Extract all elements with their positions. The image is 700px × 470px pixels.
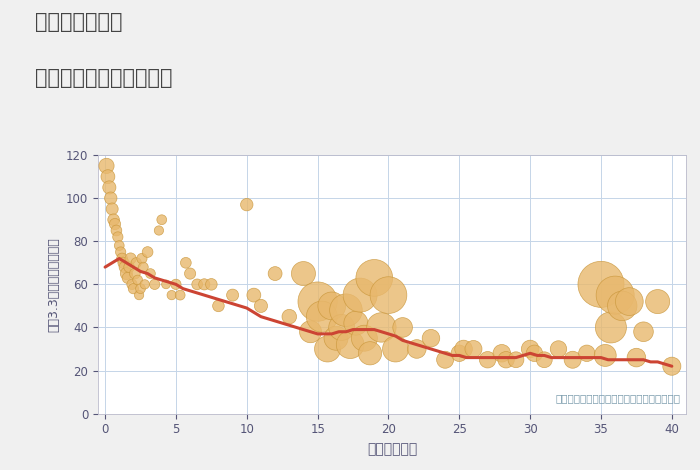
Point xyxy=(606,324,617,331)
Point xyxy=(116,255,127,262)
Point xyxy=(118,259,129,266)
Point xyxy=(139,281,150,288)
Point xyxy=(241,201,253,208)
Point xyxy=(104,184,115,191)
Point xyxy=(322,345,333,352)
Point xyxy=(528,350,540,357)
Point xyxy=(138,263,149,271)
Point xyxy=(440,356,451,363)
Point xyxy=(124,263,135,271)
Point xyxy=(340,306,351,314)
Point xyxy=(305,328,316,336)
Text: 兵庫県網干駅の: 兵庫県網干駅の xyxy=(35,12,122,32)
Point xyxy=(359,335,370,342)
Point xyxy=(581,350,592,357)
Point xyxy=(454,350,465,357)
Point xyxy=(458,345,469,352)
Point xyxy=(652,298,664,306)
Point xyxy=(160,281,172,288)
Point xyxy=(482,356,493,363)
Point xyxy=(524,345,536,352)
Point xyxy=(617,302,628,310)
Point xyxy=(109,220,120,228)
Point xyxy=(199,281,210,288)
Point xyxy=(135,285,146,292)
Point xyxy=(134,291,145,299)
Point xyxy=(284,313,295,321)
Y-axis label: 坪（3.3㎡）単価（万円）: 坪（3.3㎡）単価（万円） xyxy=(48,237,60,332)
Point xyxy=(496,350,507,357)
Point xyxy=(185,270,196,277)
Point xyxy=(553,345,564,352)
Point xyxy=(316,313,328,321)
Point xyxy=(153,227,164,234)
Text: 円の大きさは、取引のあった物件面積を示す: 円の大きさは、取引のあった物件面積を示す xyxy=(555,393,680,403)
Point xyxy=(170,281,181,288)
Point xyxy=(166,291,177,299)
Point xyxy=(344,341,356,348)
Point xyxy=(350,320,361,327)
Point xyxy=(426,335,437,342)
Point xyxy=(145,270,156,277)
Point xyxy=(136,255,148,262)
Point xyxy=(248,291,260,299)
Point xyxy=(312,298,323,306)
Point xyxy=(631,354,642,361)
Point xyxy=(610,291,621,299)
Point xyxy=(149,281,160,288)
Point xyxy=(142,248,153,256)
Point xyxy=(131,259,142,266)
X-axis label: 築年数（年）: 築年数（年） xyxy=(367,442,417,456)
Point xyxy=(397,324,408,331)
Text: 築年数別中古戸建て価格: 築年数別中古戸建て価格 xyxy=(35,68,172,88)
Point xyxy=(376,324,387,331)
Point xyxy=(106,205,118,213)
Point xyxy=(500,356,512,363)
Point xyxy=(125,255,136,262)
Point xyxy=(115,248,126,256)
Point xyxy=(102,173,113,180)
Point xyxy=(256,302,267,310)
Point xyxy=(101,162,112,170)
Point xyxy=(105,195,116,202)
Point xyxy=(213,302,224,310)
Point xyxy=(567,356,578,363)
Point xyxy=(122,274,134,282)
Point xyxy=(336,324,347,331)
Point xyxy=(539,356,550,363)
Point xyxy=(192,281,203,288)
Point xyxy=(390,345,401,352)
Point xyxy=(128,285,139,292)
Point xyxy=(227,291,238,299)
Point xyxy=(112,233,123,241)
Point xyxy=(666,362,678,370)
Point xyxy=(174,291,186,299)
Point xyxy=(468,345,479,352)
Point xyxy=(127,281,138,288)
Point xyxy=(120,270,132,277)
Point xyxy=(596,281,607,288)
Point xyxy=(510,356,522,363)
Point xyxy=(326,302,337,310)
Point xyxy=(180,259,191,266)
Point xyxy=(411,345,422,352)
Point xyxy=(365,350,376,357)
Point xyxy=(369,274,380,282)
Point xyxy=(108,216,119,223)
Point xyxy=(130,270,141,277)
Point xyxy=(638,328,649,336)
Point xyxy=(156,216,167,223)
Point xyxy=(600,352,611,359)
Point xyxy=(270,270,281,277)
Point xyxy=(298,270,309,277)
Point xyxy=(113,242,125,249)
Point xyxy=(206,281,217,288)
Point xyxy=(132,276,144,284)
Point xyxy=(330,335,342,342)
Point xyxy=(354,291,365,299)
Point xyxy=(624,298,635,306)
Point xyxy=(119,263,130,271)
Point xyxy=(383,291,394,299)
Point xyxy=(111,227,122,234)
